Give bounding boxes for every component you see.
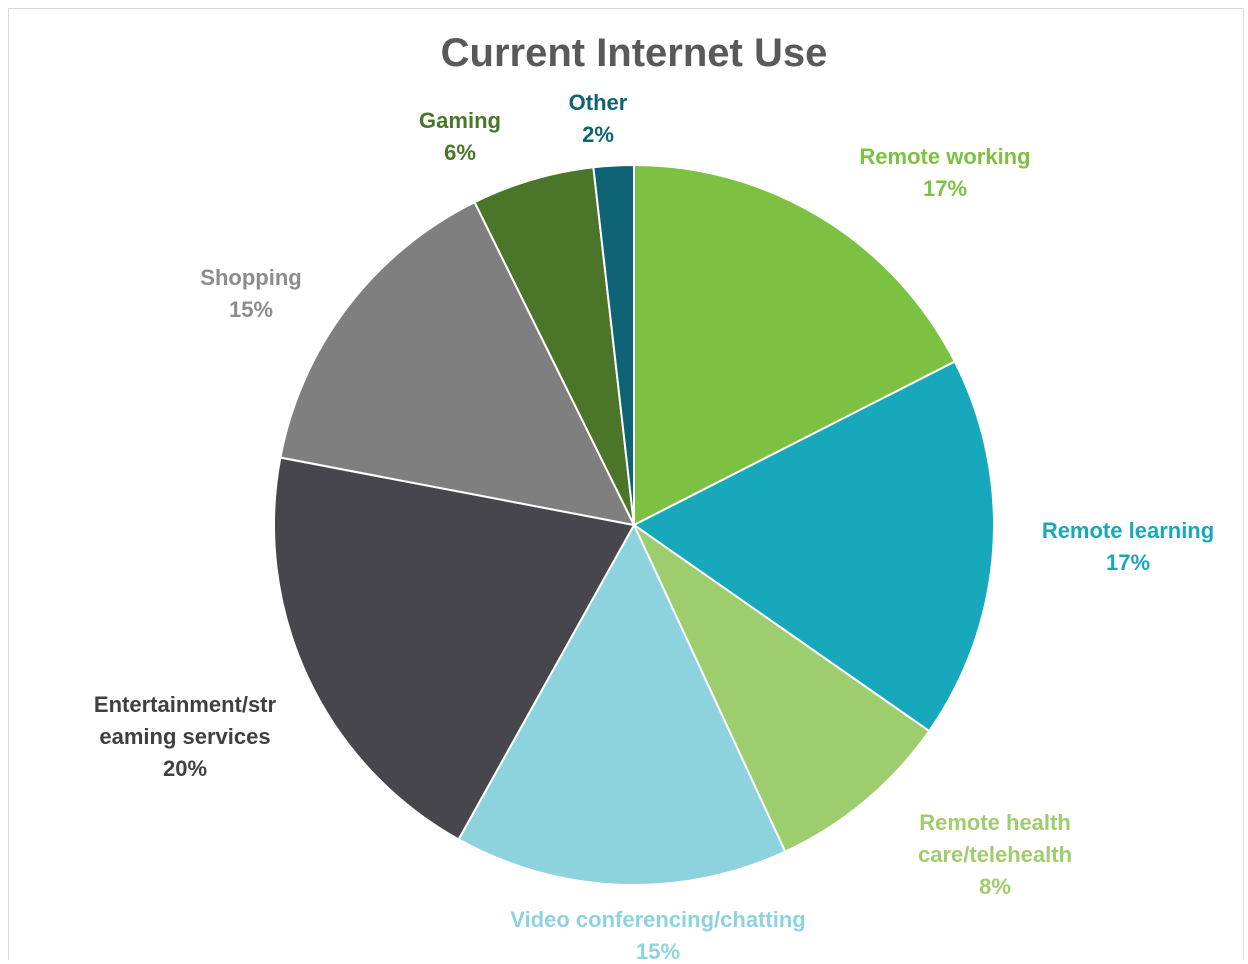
- slice-label: Remote health care/telehealth 8%: [918, 810, 1072, 899]
- slice-label: Video conferencing/chatting 15%: [510, 907, 805, 964]
- slice-name: Shopping: [200, 265, 301, 290]
- slice-percent: 15%: [229, 297, 273, 322]
- slice-label: Entertainment/str eaming services 20%: [94, 692, 277, 781]
- slice-name: Remote health: [919, 810, 1071, 835]
- slice-name: Remote working: [859, 144, 1030, 169]
- slice-name: Remote learning: [1042, 518, 1214, 543]
- slice-percent: 8%: [979, 874, 1011, 899]
- slice-name: Video conferencing/chatting: [510, 907, 805, 932]
- slice-name: Gaming: [419, 108, 501, 133]
- slice-name: eaming services: [99, 724, 270, 749]
- slice-label: Shopping 15%: [200, 265, 301, 322]
- slice-label: Remote learning 17%: [1042, 518, 1214, 575]
- chart-title: Current Internet Use: [441, 31, 828, 75]
- slice-percent: 6%: [444, 140, 476, 165]
- slice-percent: 15%: [636, 939, 680, 964]
- slice-label: Remote working 17%: [859, 144, 1030, 201]
- slice-percent: 17%: [1106, 550, 1150, 575]
- pie-slices: [274, 165, 994, 885]
- slice-name: care/telehealth: [918, 842, 1072, 867]
- slice-percent: 2%: [582, 122, 614, 147]
- slice-percent: 17%: [923, 176, 967, 201]
- slice-name: Other: [569, 90, 628, 115]
- slice-label: Other 2%: [569, 90, 628, 147]
- slice-percent: 20%: [163, 756, 207, 781]
- slice-name: Entertainment/str: [94, 692, 277, 717]
- slice-label: Gaming 6%: [419, 108, 501, 165]
